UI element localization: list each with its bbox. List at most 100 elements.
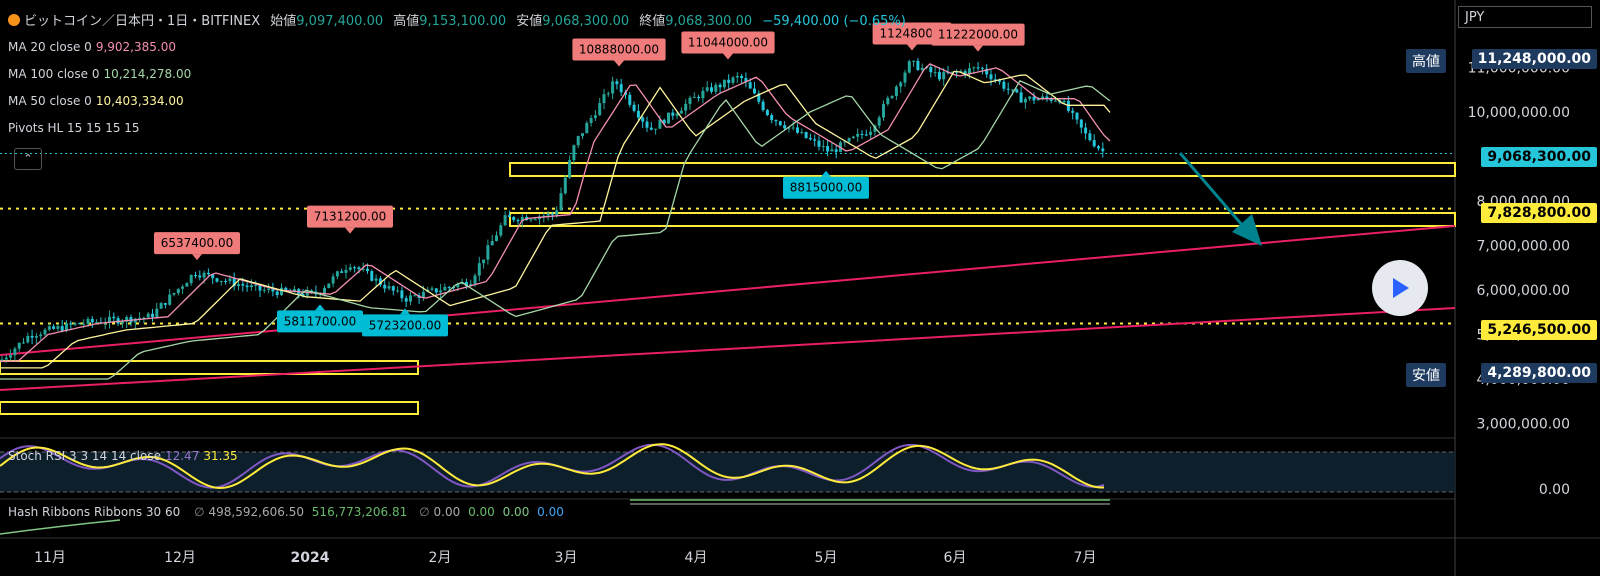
collapse-legend-button[interactable]: ⌃	[14, 148, 42, 170]
candle-body	[1028, 96, 1032, 99]
pivot-label-bg	[307, 205, 393, 228]
candle-body	[740, 75, 744, 79]
candle-body	[731, 77, 735, 83]
candle-body	[555, 210, 559, 215]
price-axis-tick: 10,000,000.00	[1468, 105, 1570, 121]
candle-body	[60, 326, 64, 331]
candle-body	[688, 97, 692, 104]
candle-body	[151, 313, 154, 317]
candle-body	[391, 286, 395, 291]
candle-body	[168, 294, 172, 305]
candle-body	[1002, 81, 1006, 89]
candle-body	[542, 215, 546, 217]
low-value: 9,068,300.00	[542, 14, 630, 29]
pivot-label-pointer	[315, 304, 325, 311]
candle-body	[469, 283, 473, 287]
pivot-label-bg	[572, 38, 666, 61]
candle-body	[17, 342, 21, 349]
stoch-d-line	[0, 443, 1104, 490]
candle-body	[856, 133, 860, 137]
currency-selector[interactable]: JPY	[1458, 6, 1592, 28]
time-axis-label: 6月	[944, 550, 967, 566]
candle-body	[155, 308, 159, 317]
candle-body	[43, 329, 47, 335]
pivot-label-bg	[154, 232, 240, 255]
candle-body	[1045, 96, 1049, 99]
candle-body	[765, 110, 769, 116]
pivot-label: 8815000.00	[790, 181, 863, 195]
candle-body	[894, 86, 898, 96]
candle-body	[589, 118, 593, 123]
candle-body	[735, 75, 739, 78]
legend-ma100[interactable]: MA 100 close 0 10,214,278.00	[8, 67, 191, 81]
candle-body	[125, 317, 129, 322]
legend-value: 9,902,385.00	[95, 40, 176, 54]
candle-body	[189, 274, 193, 284]
candle-body	[998, 80, 1002, 82]
stoch-d-value: 31.35	[203, 449, 238, 463]
candle-body	[439, 290, 443, 293]
legend-pivots[interactable]: Pivots HL 15 15 15 15	[8, 121, 140, 135]
candle-body	[654, 128, 658, 130]
candle-body	[632, 104, 636, 111]
pivot-label: 6537400.00	[161, 236, 234, 250]
price-axis-tick: 6,000,000.00	[1476, 283, 1570, 299]
candle-body	[275, 291, 279, 295]
candle-body	[39, 334, 43, 337]
candle-body	[993, 79, 997, 81]
candle-body	[361, 268, 365, 270]
legend-ma20[interactable]: MA 20 close 0 9,902,385.00	[8, 40, 176, 54]
pivot-label: 5723200.00	[369, 318, 442, 332]
pivot-label-bg	[681, 31, 775, 54]
candle-body	[120, 321, 124, 324]
ma20-line	[0, 63, 1111, 362]
symbol-title: ビットコイン／日本円・1日・BITFINEX	[24, 14, 261, 29]
candle-body	[1088, 133, 1092, 141]
candle-body	[198, 275, 202, 278]
candle-body	[761, 101, 765, 111]
candle-body	[284, 287, 288, 291]
candle-body	[920, 67, 924, 71]
symbol-header: ビットコイン／日本円・1日・BITFINEX 始値9,097,400.00 高値…	[8, 10, 906, 29]
candle-body	[873, 125, 877, 132]
legend-ma50[interactable]: MA 50 close 0 10,403,334.00	[8, 94, 184, 108]
candle-body	[903, 72, 907, 83]
candle-body	[507, 215, 511, 217]
candle-body	[366, 268, 369, 272]
candle-body	[464, 281, 468, 287]
candle-body	[611, 81, 615, 94]
candle-body	[86, 318, 90, 324]
candle-body	[1011, 89, 1014, 91]
candle-body	[546, 213, 550, 216]
bitcoin-icon	[8, 14, 20, 26]
legend-label: Stoch RSI 3 3 14 14 close	[8, 449, 161, 463]
legend-label: MA 100 close 0	[8, 67, 100, 81]
candle-body	[851, 136, 855, 139]
time-axis-label: 11月	[34, 550, 66, 566]
candle-body	[1049, 98, 1053, 101]
trend-line	[0, 225, 1456, 356]
candle-body	[834, 149, 838, 152]
stoch-rsi-legend[interactable]: Stoch RSI 3 3 14 14 close 12.47 31.35	[8, 449, 238, 463]
play-button[interactable]	[1372, 260, 1428, 316]
candle-body	[1071, 110, 1075, 113]
candle-body	[980, 67, 984, 69]
candle-body	[486, 245, 490, 260]
candle-body	[727, 79, 731, 83]
candle-body	[138, 318, 142, 320]
candle-body	[1036, 98, 1040, 101]
candle-body	[641, 117, 645, 122]
candle-body	[219, 280, 223, 282]
pivot-label: 10888000.00	[579, 42, 659, 56]
candle-body	[430, 288, 434, 290]
hash-sym: ∅	[194, 505, 205, 519]
candle-body	[1092, 140, 1096, 147]
hash-ribbons-legend[interactable]: Hash Ribbons Ribbons 30 60 ∅ 498,592,606.…	[8, 505, 564, 519]
candle-body	[636, 110, 640, 118]
candle-body	[22, 342, 25, 344]
ma50-line	[0, 70, 1111, 369]
candle-body	[933, 72, 937, 74]
candle-body	[787, 127, 791, 129]
candle-body	[972, 67, 976, 69]
